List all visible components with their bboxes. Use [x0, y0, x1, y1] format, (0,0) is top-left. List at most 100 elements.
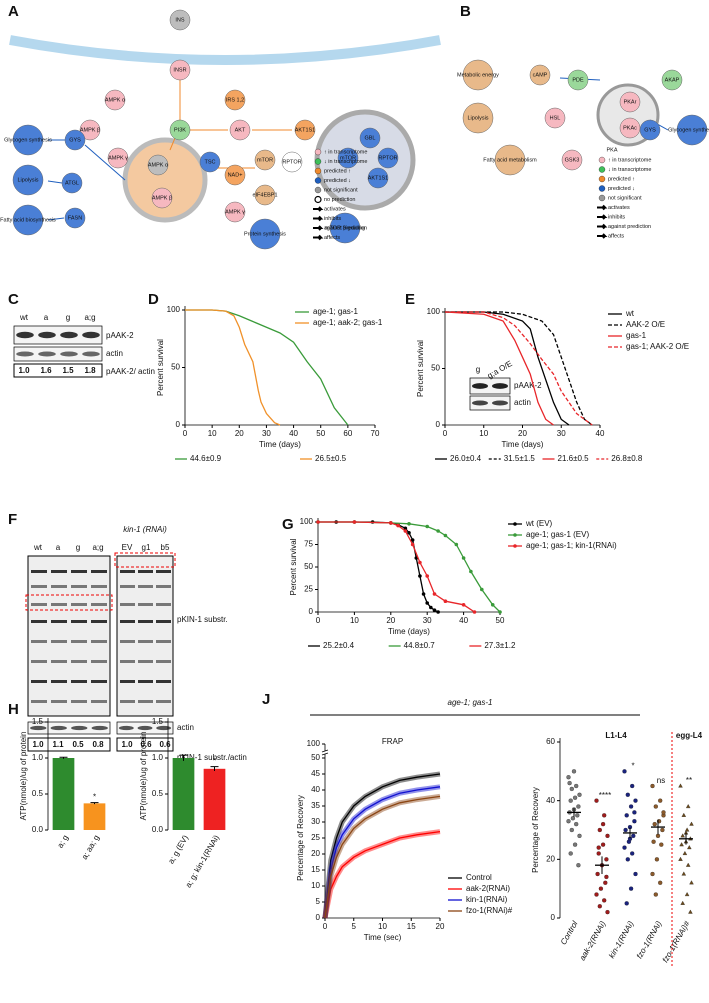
- y-tick-label: 1.0: [152, 753, 164, 762]
- point: [410, 542, 415, 547]
- point: [436, 610, 440, 614]
- x-tick-label: Control: [559, 919, 580, 946]
- survival-line: [318, 521, 475, 613]
- point: [622, 845, 627, 850]
- survival-line: [318, 521, 501, 613]
- lane-label: b5: [161, 543, 170, 552]
- band: [138, 680, 153, 683]
- x-tick-label: 0: [443, 429, 448, 438]
- axis: [444, 308, 600, 426]
- y-axis-label: Percent survival: [156, 339, 165, 396]
- legend-text: predicted ↑: [324, 168, 351, 174]
- band: [31, 603, 47, 606]
- band: [120, 620, 135, 623]
- legend-swatch: [314, 158, 322, 165]
- point: [605, 833, 610, 839]
- legend-arrow: [313, 225, 324, 231]
- node-label: AMPK γ: [225, 209, 245, 215]
- band: [31, 570, 47, 573]
- legend-text: aak-2(RNAi): [466, 884, 510, 893]
- x-tick-label: 10: [479, 429, 488, 438]
- band: [31, 680, 47, 683]
- x-axis-label: Time (days): [502, 440, 544, 449]
- band: [137, 725, 153, 731]
- median-stat: 26.8±0.8: [611, 454, 643, 463]
- median-stat: 26.0±0.4: [450, 454, 482, 463]
- survival-line: [185, 309, 349, 426]
- point: [604, 857, 609, 862]
- band: [120, 700, 135, 703]
- y-axis-label: Percent survival: [416, 340, 425, 397]
- node-label: Glycogen synthesis: [4, 137, 52, 143]
- y-tick-label: 50: [431, 364, 440, 373]
- survival-line: [324, 830, 441, 919]
- significance: *: [213, 757, 216, 766]
- point: [688, 909, 693, 914]
- band: [120, 640, 135, 643]
- x-axis-label: Time (days): [259, 440, 301, 449]
- y-tick-label: 30: [311, 817, 320, 826]
- y-tick-label: 75: [304, 540, 313, 549]
- significance: **: [686, 776, 692, 785]
- y-tick-label: 60: [546, 737, 555, 746]
- band: [138, 640, 153, 643]
- point: [567, 780, 572, 786]
- y-tick-label: 45: [311, 769, 320, 778]
- band: [472, 400, 488, 406]
- node: [224, 201, 246, 223]
- band: [91, 585, 107, 588]
- error-band: [322, 784, 441, 919]
- band: [91, 620, 107, 623]
- error-bar: [210, 766, 219, 771]
- band: [156, 603, 171, 606]
- x-tick-label: 20: [436, 922, 445, 931]
- y-tick-label: 0: [176, 420, 181, 429]
- lane-label: a: [44, 313, 49, 322]
- point: [658, 798, 663, 803]
- x-tick-label: 50: [496, 616, 505, 625]
- band: [91, 660, 107, 663]
- node-label: Fatty acid biosynthesis: [0, 217, 56, 223]
- band-label: actin: [106, 349, 123, 358]
- point: [625, 792, 630, 797]
- band-label: pAAK-2: [514, 381, 542, 390]
- node-label: AMPK γ: [108, 155, 128, 161]
- lane-label: g: [66, 313, 70, 322]
- x-tick-label: aak-2(RNAi): [578, 919, 608, 962]
- point: [432, 592, 437, 596]
- band: [156, 680, 171, 683]
- y-tick-label: 1.5: [32, 717, 44, 726]
- band: [31, 660, 47, 663]
- band: [51, 660, 67, 663]
- ratio: 0.6: [159, 740, 171, 749]
- band: [51, 640, 67, 643]
- point: [407, 531, 411, 535]
- y-axis-label: ATP(nmole)/ug of protein: [19, 732, 28, 821]
- x-tick-label: 40: [459, 616, 468, 625]
- node-label: eIF4EBP1: [252, 192, 277, 198]
- band: [156, 585, 171, 588]
- node: [329, 212, 361, 244]
- y-tick-label: 10: [311, 881, 320, 890]
- legend-swatch: [314, 186, 322, 194]
- y-tick-label: 0: [309, 607, 314, 616]
- band: [82, 351, 100, 357]
- point: [682, 850, 688, 856]
- point: [403, 526, 408, 531]
- x-tick-label: 10: [350, 616, 359, 625]
- y-tick-label: 35: [311, 801, 320, 810]
- node-label: mTOR: [257, 157, 273, 163]
- point: [407, 522, 411, 526]
- node: [619, 91, 641, 113]
- point: [597, 827, 602, 833]
- band: [31, 700, 47, 703]
- node: [147, 154, 169, 176]
- y-tick-label: 50: [171, 363, 180, 372]
- y-tick-label: 100: [307, 739, 321, 748]
- legend-text: activates: [608, 205, 630, 211]
- band: [492, 383, 508, 389]
- node-label: RPTOR: [282, 159, 301, 165]
- bar: [203, 768, 226, 830]
- point: [425, 601, 430, 605]
- band: [71, 680, 87, 683]
